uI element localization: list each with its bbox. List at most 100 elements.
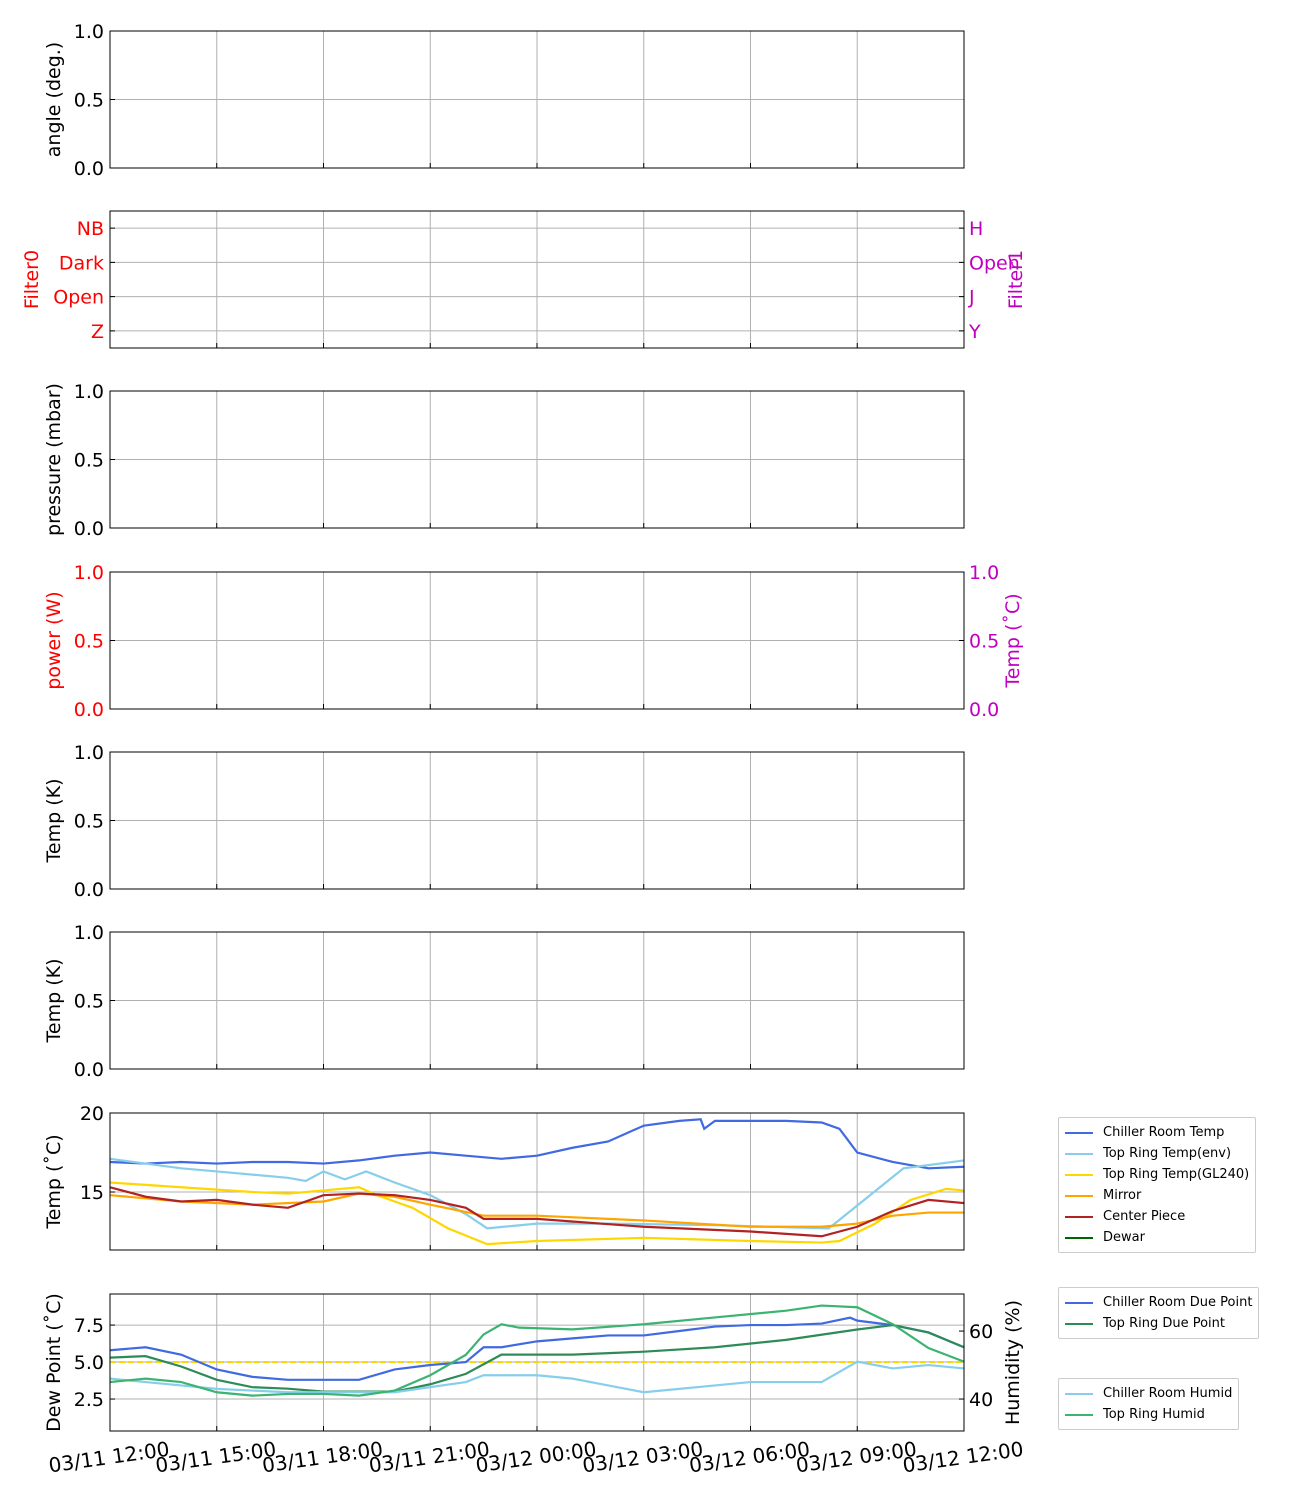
y-axis-label: power (W)	[43, 591, 65, 689]
y2-tick-label: H	[969, 218, 983, 240]
y-tick-label: 0.0	[74, 518, 104, 540]
y-tick-label: 20	[80, 1103, 104, 1125]
legend: Chiller Room Due Point Top Ring Due Point	[1058, 1287, 1260, 1339]
legend-swatch	[1065, 1152, 1093, 1155]
plot-frame	[109, 571, 965, 710]
legend: Chiller Room Humid Top Ring Humid	[1058, 1378, 1240, 1430]
legend-label: Mirror	[1103, 1188, 1142, 1203]
legend-swatch	[1065, 1173, 1093, 1176]
y-axis-label: Temp (K)	[43, 959, 65, 1044]
legend-item: Top Ring Humid	[1065, 1404, 1232, 1425]
legend-label: Chiller Room Humid	[1103, 1386, 1233, 1401]
panel-1: Z Open Dark NB YJ Open H Filter1 Filter0	[21, 210, 1027, 349]
y-axis-label: Dew Point (˚C)	[43, 1293, 65, 1432]
y-tick-label: Open	[53, 287, 104, 309]
series-line-chiller-room-humid	[110, 1360, 964, 1394]
y2-tick-label: 40	[969, 1389, 993, 1411]
legend-swatch	[1065, 1215, 1093, 1218]
x-tick-label: 03/11 21:00	[367, 1437, 491, 1478]
y-tick-label: 1.0	[74, 922, 104, 944]
y-tick-label: 0.0	[74, 158, 104, 180]
y-axis-label: Filter0	[21, 250, 43, 309]
y2-tick-label: Open	[969, 252, 1020, 274]
y-axis-label: angle (deg.)	[43, 42, 65, 157]
y-tick-label: 15	[80, 1182, 104, 1204]
plot-frame	[109, 210, 965, 349]
x-tick-label: 03/11 18:00	[261, 1437, 385, 1478]
legend-label: Top Ring Temp(env)	[1103, 1146, 1232, 1161]
plot-frame	[109, 1293, 965, 1432]
y-tick-label: 0.0	[74, 699, 104, 721]
y-tick-label: NB	[77, 218, 104, 240]
y-tick-label: 0.5	[74, 90, 104, 112]
legend-swatch	[1065, 1301, 1093, 1304]
plot-frame	[109, 390, 965, 529]
y-tick-label: 0.0	[74, 1059, 104, 1081]
legend-label: Chiller Room Due Point	[1103, 1295, 1253, 1310]
y2-tick-label: 0.5	[969, 631, 999, 653]
x-tick-label: 03/12 00:00	[474, 1437, 598, 1478]
y-axis-label: Temp (˚C)	[43, 1134, 65, 1229]
y-tick-label: 1.0	[74, 562, 104, 584]
series-line-top-ring-due-point	[110, 1323, 964, 1393]
y-tick-label: Z	[91, 321, 104, 343]
series-line-center-piece	[110, 1186, 964, 1238]
legend-swatch	[1065, 1194, 1093, 1197]
legend-item: Top Ring Temp(env)	[1065, 1143, 1249, 1164]
legend-item: Top Ring Due Point	[1065, 1313, 1252, 1334]
y2-axis-label: Filter1	[1005, 250, 1027, 309]
y-axis-label: Temp (K)	[43, 779, 65, 864]
series-line-top-ring-humid	[110, 1304, 964, 1397]
panel-4: 0.0 0.5 1.0 Temp (K)	[43, 742, 965, 901]
x-tick-label: 03/11 15:00	[154, 1437, 278, 1478]
x-tick-label: 03/12 12:00	[901, 1437, 1025, 1478]
x-tick-label: 03/11 12:00	[47, 1437, 171, 1478]
legend-item: Top Ring Temp(GL240)	[1065, 1164, 1249, 1185]
series-line-top-ring-temp-gl240-	[110, 1181, 964, 1246]
y-tick-label: 5.0	[74, 1352, 104, 1374]
panel-0: 0.0 0.5 1.0 angle (deg.)	[43, 21, 965, 180]
y-tick-label: 2.5	[74, 1389, 104, 1411]
panel-5: 0.0 0.5 1.0 Temp (K)	[43, 922, 965, 1081]
legend-swatch	[1065, 1322, 1093, 1325]
plot-frame	[109, 1112, 965, 1251]
legend: Chiller Room Temp Top Ring Temp(env) Top R…	[1058, 1117, 1257, 1253]
y-tick-label: 1.0	[74, 381, 104, 403]
y-axis-label: pressure (mbar)	[43, 383, 65, 536]
legend-swatch	[1065, 1392, 1093, 1395]
y2-tick-label: J	[968, 287, 975, 309]
y2-tick-label: 0.0	[969, 699, 999, 721]
y-tick-label: 0.5	[74, 450, 104, 472]
legend-swatch	[1065, 1131, 1093, 1134]
series-line-chiller-room-due-point	[110, 1316, 964, 1381]
legend-item: Chiller Room Humid	[1065, 1383, 1232, 1404]
legend-swatch	[1065, 1236, 1093, 1239]
y2-axis-label: Humidity (%)	[1002, 1300, 1024, 1425]
legend-label: Center Piece	[1103, 1209, 1186, 1224]
y2-tick-label: Y	[968, 321, 981, 343]
legend-item: Mirror	[1065, 1185, 1249, 1206]
panel-2: 0.0 0.5 1.0 pressure (mbar)	[43, 381, 965, 540]
series-line-chiller-room-temp	[110, 1118, 964, 1170]
y-tick-label: 0.5	[74, 991, 104, 1013]
plot-frame	[109, 30, 965, 169]
y2-tick-label: 1.0	[969, 562, 999, 584]
y-tick-label: 0.5	[74, 631, 104, 653]
panel-6: 15 20 Temp (˚C)	[43, 1103, 965, 1251]
x-tick-label: 03/12 06:00	[688, 1437, 812, 1478]
plot-frame	[109, 751, 965, 890]
legend-label: Top Ring Due Point	[1103, 1316, 1225, 1331]
y-tick-label: 1.0	[74, 742, 104, 764]
plot-frame	[109, 931, 965, 1070]
legend-label: Dewar	[1103, 1230, 1145, 1245]
legend-swatch	[1065, 1413, 1093, 1416]
legend-item: Chiller Room Due Point	[1065, 1292, 1252, 1313]
legend-item: Chiller Room Temp	[1065, 1122, 1249, 1143]
legend-label: Top Ring Temp(GL240)	[1103, 1167, 1250, 1182]
y2-tick-label: 60	[969, 1321, 993, 1343]
panel-7: 2.5 5.0 7.5 40 60 Humidity (%) Dew Point (˚C) 0…	[43, 1293, 1025, 1477]
y-tick-label: 7.5	[74, 1315, 104, 1337]
